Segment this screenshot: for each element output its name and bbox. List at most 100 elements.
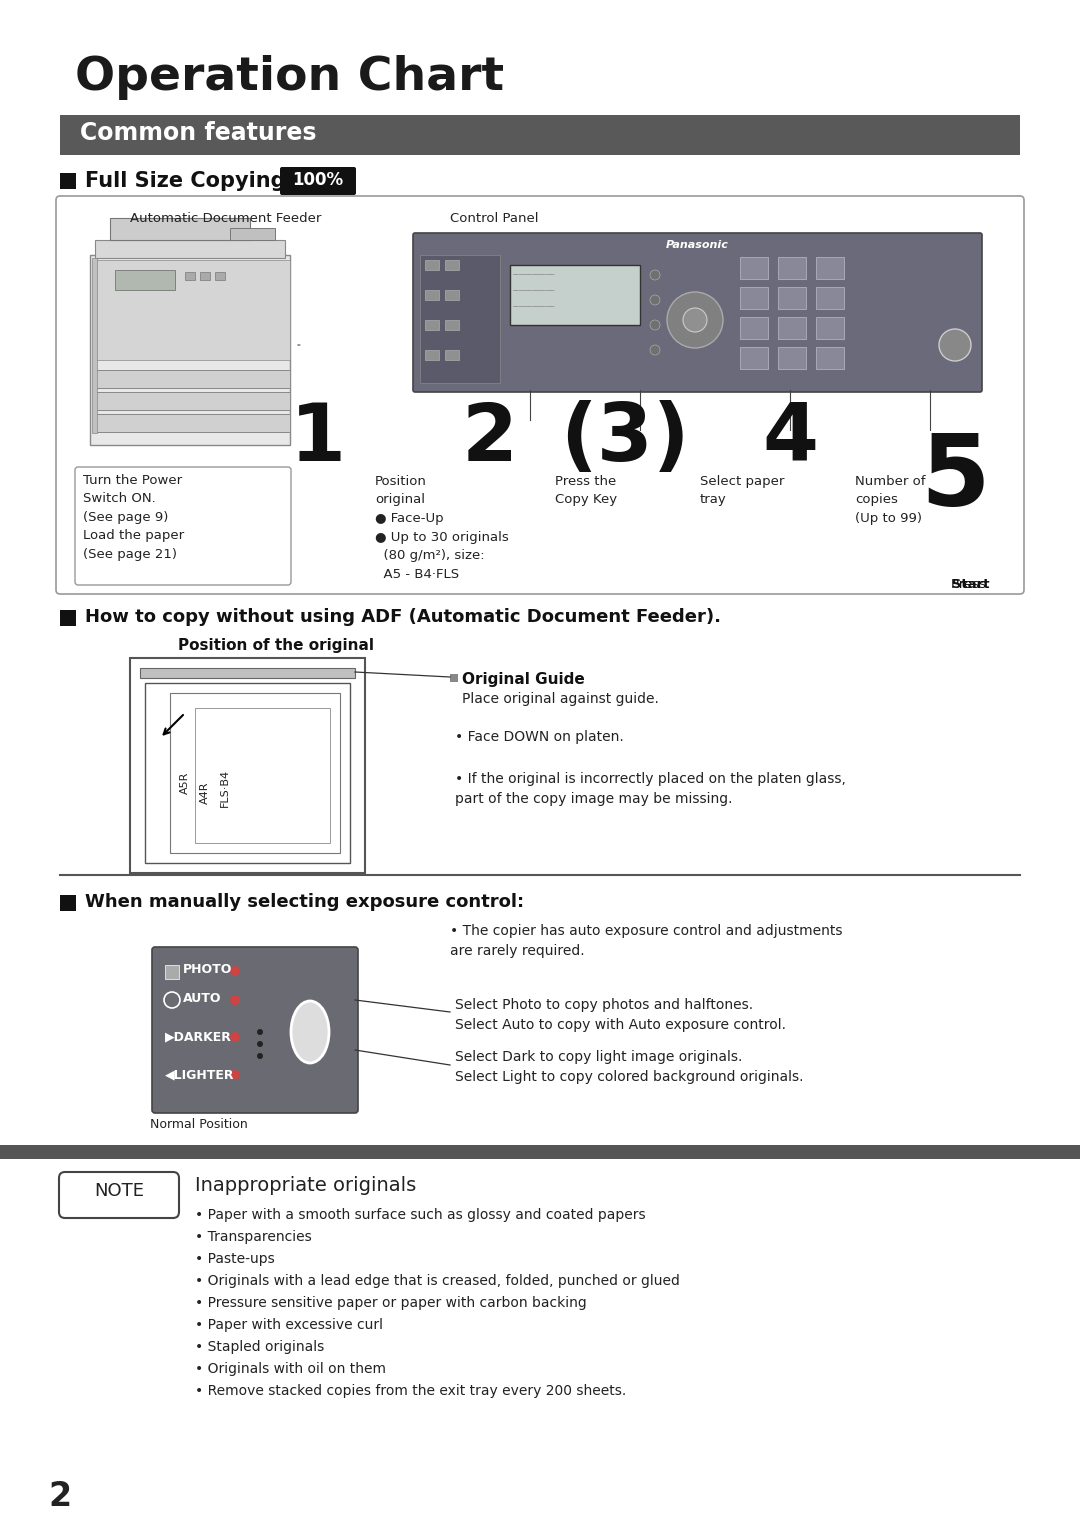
Text: Press: Press [950,578,990,591]
Bar [445,290,459,299]
Text: 2: 2 [48,1481,71,1513]
Bar [510,264,640,325]
Text: Inappropriate originals: Inappropriate originals [195,1177,416,1195]
Bar [90,255,291,445]
Bar [740,316,768,339]
Text: (3): (3) [561,400,690,478]
Bar [60,173,76,189]
Text: • Paste-ups: • Paste-ups [195,1251,274,1267]
Bar [420,255,500,384]
Bar [95,370,291,388]
Text: Panasonic: Panasonic [666,240,729,251]
Bar [145,683,350,863]
Text: ─────────────: ───────────── [512,289,554,293]
Text: Full Size Copying: Full Size Copying [85,171,285,191]
Bar [816,257,843,280]
Bar [778,287,806,309]
Text: • Stapled originals: • Stapled originals [195,1340,324,1354]
Text: Position of the original: Position of the original [178,639,374,652]
Circle shape [230,1031,240,1042]
Text: Automatic Document Feeder: Automatic Document Feeder [130,212,322,225]
Bar [110,219,249,240]
Text: • Face DOWN on platen.: • Face DOWN on platen. [455,730,624,744]
Bar [215,272,225,280]
Text: • Remove stacked copies from the exit tray every 200 sheets.: • Remove stacked copies from the exit tr… [195,1384,626,1398]
FancyBboxPatch shape [280,167,356,196]
Text: A4R: A4R [200,782,210,804]
Bar [114,270,175,290]
Text: ▶DARKER: ▶DARKER [165,1030,232,1044]
Circle shape [650,319,660,330]
Bar [195,707,330,843]
Text: 4: 4 [762,400,818,478]
Bar [130,659,365,872]
Text: How to copy without using ADF (Automatic Document Feeder).: How to copy without using ADF (Automatic… [85,608,721,626]
Text: A5R: A5R [180,772,190,795]
Bar [185,272,195,280]
Bar [230,228,275,240]
Bar [426,350,438,361]
Text: • Pressure sensitive paper or paper with carbon backing: • Pressure sensitive paper or paper with… [195,1296,586,1309]
Text: 100%: 100% [293,171,343,189]
Circle shape [257,1028,264,1034]
Circle shape [683,309,707,332]
Text: • Originals with oil on them: • Originals with oil on them [195,1361,386,1377]
Bar [778,257,806,280]
Bar [92,258,97,432]
Bar [816,347,843,368]
Text: Place original against guide.: Place original against guide. [462,692,659,706]
Text: Original Guide: Original Guide [462,672,584,688]
Bar [740,287,768,309]
Text: When manually selecting exposure control:: When manually selecting exposure control… [85,892,524,911]
FancyBboxPatch shape [75,468,291,585]
Bar [95,260,291,361]
Circle shape [650,270,660,280]
FancyBboxPatch shape [152,947,357,1112]
Circle shape [230,966,240,976]
Text: PHOTO: PHOTO [183,963,232,976]
Text: NOTE: NOTE [94,1183,144,1199]
Text: Select Dark to copy light image originals.
Select Light to copy colored backgrou: Select Dark to copy light image original… [455,1050,804,1083]
Bar [165,966,179,979]
Circle shape [650,345,660,354]
Bar [95,414,291,432]
Bar [60,895,76,911]
Text: 5: 5 [920,429,989,527]
Bar [740,347,768,368]
FancyBboxPatch shape [56,196,1024,594]
Bar [60,610,76,626]
Bar [60,115,1020,154]
Text: • Paper with excessive curl: • Paper with excessive curl [195,1319,383,1332]
Text: ─────────────: ───────────── [512,274,554,278]
Circle shape [667,292,723,348]
Text: • Transparencies: • Transparencies [195,1230,312,1244]
Circle shape [939,329,971,361]
Text: • Originals with a lead edge that is creased, folded, punched or glued: • Originals with a lead edge that is cre… [195,1274,680,1288]
Text: Start: Start [924,578,990,591]
Text: ─────────────: ───────────── [512,306,554,310]
Text: Normal Position: Normal Position [150,1118,247,1131]
Bar [426,319,438,330]
Bar [426,260,438,270]
Text: FLS·B4: FLS·B4 [220,769,230,807]
Bar [778,347,806,368]
Bar [200,272,210,280]
FancyBboxPatch shape [413,232,982,393]
Text: AUTO: AUTO [183,992,221,1005]
Text: Select paper
tray: Select paper tray [700,475,784,506]
Text: Control Panel: Control Panel [450,212,539,225]
Bar [426,290,438,299]
Bar [95,393,291,410]
Circle shape [230,1070,240,1080]
Bar [445,260,459,270]
Text: Press the
Copy Key: Press the Copy Key [555,475,617,506]
Text: Number of
copies
(Up to 99): Number of copies (Up to 99) [855,475,926,526]
Text: • Paper with a smooth surface such as glossy and coated papers: • Paper with a smooth surface such as gl… [195,1209,646,1222]
Bar [0,1144,1080,1160]
Text: Position
original
● Face-Up
● Up to 30 originals
  (80 g/m²), size:
  A5 - B4·FL: Position original ● Face-Up ● Up to 30 o… [375,475,509,581]
Bar [816,316,843,339]
Circle shape [230,995,240,1005]
Bar [95,240,285,258]
Bar [170,694,340,853]
Bar [778,316,806,339]
